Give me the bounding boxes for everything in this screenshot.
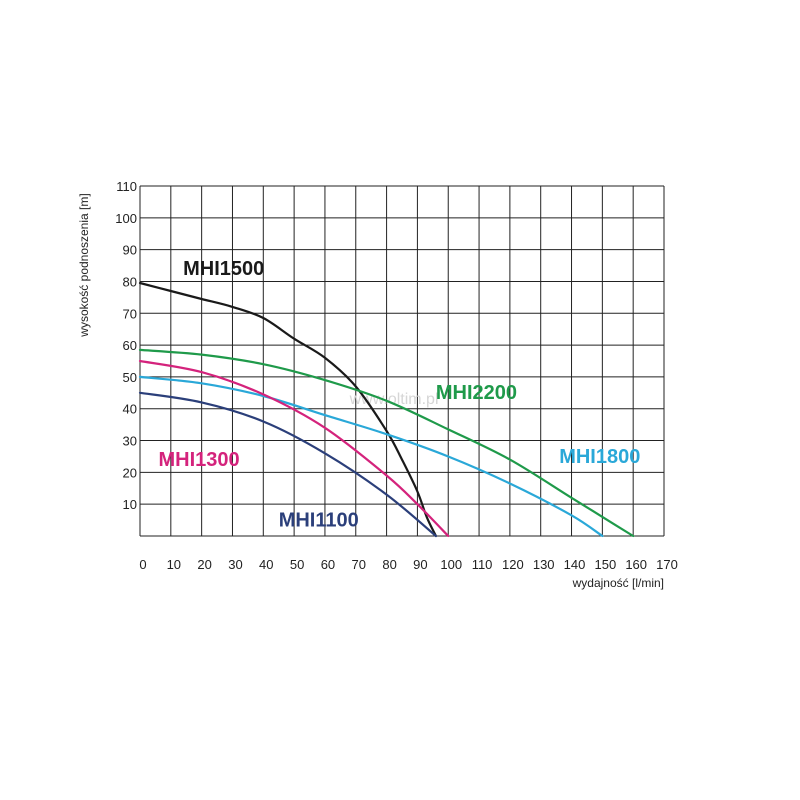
chart-grid [139,185,665,537]
series-label-mhi1500: MHI1500 [183,258,264,280]
series-line-mhi1300 [138,359,450,538]
y-tick-label: 60 [123,338,137,353]
series-label-mhi1800: MHI1800 [559,446,640,468]
y-tick-label: 10 [123,497,137,512]
y-tick-label: 80 [123,274,137,289]
x-tick-label: 50 [290,557,304,572]
x-tick-label: 70 [352,557,366,572]
x-tick-label: 120 [502,557,524,572]
x-tick-label: 0 [139,557,146,572]
x-axis-title: wydajność [l/min] [572,576,664,590]
series-label-mhi1300: MHI1300 [158,449,239,471]
series-line-mhi1500 [138,281,437,538]
x-tick-label: 130 [533,557,555,572]
x-tick-label: 170 [656,557,678,572]
y-tick-label: 40 [123,402,137,417]
series-line-mhi1800 [138,375,604,538]
series-label-mhi2200: MHI2200 [436,382,517,404]
x-axis-ticks: 0 10 20 30 40 50 60 70 80 90 100 110 120 130 140 150 160… [139,557,677,572]
series-labels: MHI1500 MHI2200 MHI1800 MHI1300 MHI1100 [158,258,640,531]
x-tick-label: 80 [382,557,396,572]
y-tick-label: 70 [123,306,137,321]
series-line-mhi1100 [138,391,437,538]
series-line-mhi2200 [138,348,635,538]
y-tick-label: 20 [123,465,137,480]
x-tick-label: 160 [625,557,647,572]
x-tick-label: 150 [595,557,617,572]
x-tick-label: 140 [564,557,586,572]
y-axis-title: wysokość podnoszenia [m] [77,193,91,337]
y-tick-label: 50 [123,370,137,385]
x-tick-label: 90 [413,557,427,572]
y-tick-label: 110 [116,179,137,194]
y-tick-label: 90 [123,243,137,258]
x-tick-label: 60 [321,557,335,572]
x-tick-label: 110 [472,557,493,572]
x-tick-label: 40 [259,557,273,572]
y-tick-label: 100 [115,211,137,226]
series-lines [138,281,635,538]
x-tick-label: 20 [197,557,211,572]
series-label-mhi1100: MHI1100 [279,509,359,531]
y-tick-label: 30 [123,434,137,449]
x-tick-label: 30 [228,557,242,572]
x-tick-label: 100 [440,557,462,572]
y-axis-ticks: 10 20 30 40 50 60 70 80 90 100 110 [115,179,137,512]
x-tick-label: 10 [167,557,181,572]
